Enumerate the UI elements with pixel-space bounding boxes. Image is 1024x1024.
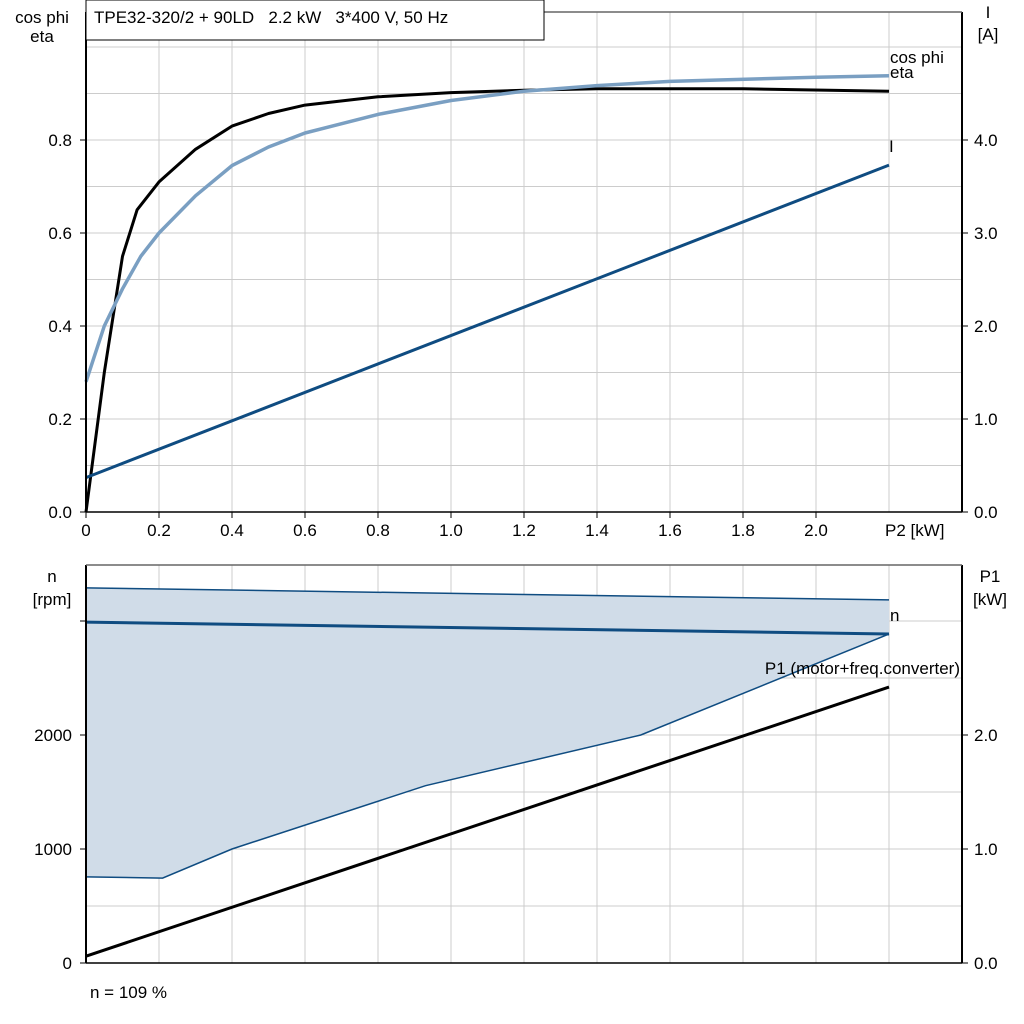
x-tick-label: 2.0 — [804, 521, 828, 540]
y-left-tick-label: 0.4 — [48, 317, 72, 336]
footer-note: n = 109 % — [90, 983, 167, 1002]
x-tick-label: 1.4 — [585, 521, 609, 540]
series-line-eta — [84, 87, 890, 513]
y-left-tick-label: 0.6 — [48, 224, 72, 243]
x-tick-label: 1.8 — [731, 521, 755, 540]
y-right-tick-label: 1.0 — [974, 410, 998, 429]
y-left-label: n — [47, 567, 56, 586]
y-left-tick-label: 1000 — [34, 840, 72, 859]
y-right-tick-label: 0.0 — [974, 954, 998, 973]
x-tick-label: 0.4 — [220, 521, 244, 540]
y-left-tick-label: 0.0 — [48, 503, 72, 522]
chart-title: TPE32-320/2 + 90LD 2.2 kW 3*400 V, 50 Hz — [94, 8, 448, 27]
x-tick-label: 1.6 — [658, 521, 682, 540]
speed-range-band — [86, 587, 889, 879]
x-tick-label: 0.6 — [293, 521, 317, 540]
series-line-n — [85, 620, 890, 636]
y-right-tick-label: 1.0 — [974, 840, 998, 859]
y-right-label: I — [986, 3, 991, 22]
series-label-cos-phi: cos phi — [890, 48, 944, 67]
series-line-P1 — [85, 685, 890, 958]
x-tick-label: 1.0 — [439, 521, 463, 540]
y-right-tick-label: 3.0 — [974, 224, 998, 243]
x-tick-label: 0.2 — [147, 521, 171, 540]
y-right-label: P1 — [980, 567, 1001, 586]
x-tick-label: 0.8 — [366, 521, 390, 540]
y-left-tick-label: 2000 — [34, 726, 72, 745]
y-left-label: eta — [30, 27, 54, 46]
y-right-tick-label: 4.0 — [974, 131, 998, 150]
speed-band-lower-line — [85, 633, 890, 879]
x-tick-label: 1.2 — [512, 521, 536, 540]
y-right-label: [kW] — [973, 590, 1007, 609]
series-label-I: I — [889, 137, 894, 156]
x-tick-label: 0 — [81, 521, 90, 540]
y-right-label: [A] — [978, 25, 999, 44]
y-left-tick-label: 0.8 — [48, 131, 72, 150]
y-left-tick-label: 0 — [63, 954, 72, 973]
y-right-tick-label: 0.0 — [974, 503, 998, 522]
title-box — [85, 0, 545, 41]
speed-band-upper-line — [85, 587, 890, 601]
series-line-cos-phi — [84, 74, 890, 383]
series-label-eta: eta — [890, 63, 914, 82]
series-label-P1: P1 (motor+freq.converter) — [765, 659, 960, 678]
y-left-label: cos phi — [15, 8, 69, 27]
series-label-n: n — [890, 606, 899, 625]
y-left-tick-label: 0.2 — [48, 410, 72, 429]
series-line-I — [85, 163, 890, 479]
y-right-tick-label: 2.0 — [974, 317, 998, 336]
y-left-label: [rpm] — [33, 590, 72, 609]
y-right-tick-label: 2.0 — [974, 726, 998, 745]
x-axis-label: P2 [kW] — [885, 521, 945, 540]
